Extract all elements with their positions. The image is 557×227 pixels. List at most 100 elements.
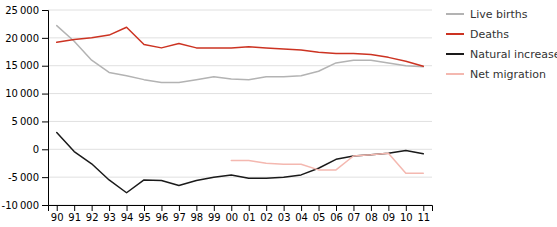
x-tick: 97 [173, 205, 186, 223]
legend-item: Net migration [446, 68, 546, 81]
x-tick: 08 [365, 205, 378, 223]
tick-label: 98 [190, 212, 203, 223]
legend: Live births Deaths Natural increase Net mig… [446, 8, 557, 81]
y-tick: -10 000 [2, 200, 48, 211]
tick-mark [42, 10, 48, 11]
legend-item: Deaths [446, 28, 509, 41]
tick-label: 01 [243, 212, 256, 223]
tick-mark [42, 66, 48, 67]
grid-line [48, 65, 432, 66]
x-tick: 00 [225, 205, 238, 223]
tick-mark [179, 205, 180, 211]
tick-mark [57, 205, 58, 211]
tick-mark [266, 205, 267, 211]
tick-mark [196, 205, 197, 211]
tick-mark [214, 205, 215, 211]
x-tick: 07 [348, 205, 361, 223]
tick-label: 06 [330, 212, 343, 223]
tick-mark [301, 205, 302, 211]
tick-mark [231, 205, 232, 211]
tick-mark [249, 205, 250, 211]
tick-mark [144, 205, 145, 211]
tick-label: 10 [400, 212, 413, 223]
tick-label: 99 [208, 212, 221, 223]
grid-line [48, 149, 432, 150]
series-line [57, 26, 424, 83]
tick-mark [42, 205, 48, 206]
tick-mark [42, 38, 48, 39]
x-tick: 98 [190, 205, 203, 223]
tick-label: 11 [417, 212, 430, 223]
legend-label: Deaths [470, 28, 509, 41]
tick-label: 96 [156, 212, 169, 223]
tick-label: 91 [68, 212, 81, 223]
tick-label: 97 [173, 212, 186, 223]
tick-label: -5 000 [8, 172, 39, 183]
tick-mark [336, 205, 337, 211]
tick-mark [161, 205, 162, 211]
legend-swatch [446, 53, 464, 55]
tick-mark [74, 205, 75, 211]
x-tick: 06 [330, 205, 343, 223]
legend-item: Natural increase [446, 48, 557, 61]
series-line [231, 153, 423, 173]
series-line [57, 27, 424, 66]
tick-mark [42, 149, 48, 150]
y-tick: 25 000 [5, 5, 48, 16]
y-axis: -10 000 -5 000 0 5 000 10 000 15 000 20 000 25 … [2, 5, 49, 211]
axis-line [42, 11, 49, 206]
tick-label: 04 [295, 212, 308, 223]
tick-mark [42, 94, 48, 95]
x-axis: 9091929394959697989900010203040506070809… [49, 205, 433, 223]
grid-line [48, 121, 432, 122]
tick-mark [423, 205, 424, 211]
lines [57, 26, 424, 193]
tick-label: 0 [33, 144, 39, 155]
tick-mark [109, 205, 110, 211]
tick-label: 95 [138, 212, 151, 223]
x-tick: 11 [417, 205, 430, 223]
tick-label: 92 [86, 212, 99, 223]
tick-label: 25 000 [5, 5, 39, 16]
y-tick: 10 000 [5, 88, 48, 99]
legend-swatch [446, 33, 464, 35]
x-tick: 95 [138, 205, 151, 223]
x-tick: 90 [51, 205, 64, 223]
x-tick: 91 [68, 205, 81, 223]
tick-mark [42, 177, 48, 178]
x-tick: 04 [295, 205, 308, 223]
tick-mark [42, 121, 48, 122]
tick-label: 5 000 [12, 116, 39, 127]
tick-mark [284, 205, 285, 211]
tick-mark [388, 205, 389, 211]
axis-line [49, 206, 433, 212]
tick-label: 07 [348, 212, 361, 223]
tick-label: 93 [103, 212, 116, 223]
x-tick: 94 [121, 205, 134, 223]
tick-mark [319, 205, 320, 211]
tick-mark [127, 205, 128, 211]
y-tick: 5 000 [12, 116, 48, 127]
x-tick: 99 [208, 205, 221, 223]
tick-label: 90 [51, 212, 64, 223]
grid [48, 10, 432, 205]
legend-item: Live births [446, 8, 528, 21]
x-tick: 93 [103, 205, 116, 223]
tick-label: 00 [225, 212, 238, 223]
tick-label: 09 [382, 212, 395, 223]
grid-line [48, 37, 432, 38]
tick-mark [406, 205, 407, 211]
tick-mark [92, 205, 93, 211]
x-tick: 92 [86, 205, 99, 223]
x-tick: 01 [243, 205, 256, 223]
legend-label: Live births [470, 8, 528, 21]
tick-label: 94 [121, 212, 134, 223]
legend-label: Natural increase [470, 48, 557, 61]
tick-label: 20 000 [5, 33, 39, 44]
y-tick: 15 000 [5, 60, 48, 71]
y-tick: 0 [33, 144, 48, 155]
y-tick: -5 000 [8, 172, 48, 183]
grid-line [48, 10, 432, 11]
x-tick: 10 [400, 205, 413, 223]
x-tick: 02 [260, 205, 273, 223]
